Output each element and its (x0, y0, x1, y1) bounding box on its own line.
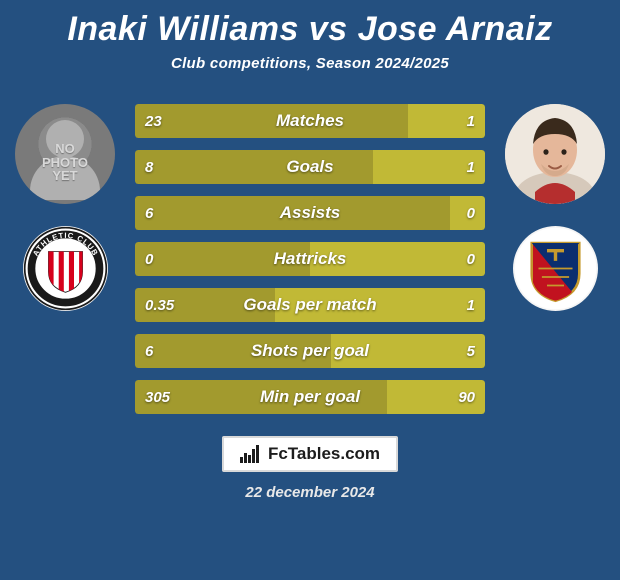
osasuna-crest-icon (513, 226, 598, 311)
stat-row: 30590Min per goal (135, 380, 485, 414)
athletic-club-crest-icon: ATHLETIC CLUB BILBAO (23, 226, 108, 311)
stat-value-right: 1 (467, 150, 475, 184)
stat-value-right: 0 (467, 242, 475, 276)
stat-row: 65Shots per goal (135, 334, 485, 368)
stat-row: 00Hattricks (135, 242, 485, 276)
stat-value-left: 305 (145, 380, 170, 414)
stat-row: 0.351Goals per match (135, 288, 485, 322)
stat-row: 81Goals (135, 150, 485, 184)
stat-row: 60Assists (135, 196, 485, 230)
stat-bar-left (135, 380, 387, 414)
stat-value-right: 1 (467, 288, 475, 322)
page-title: Inaki Williams vs Jose Arnaiz (0, 0, 620, 49)
stat-value-left: 0 (145, 242, 153, 276)
player-portrait-icon (505, 104, 605, 204)
player-right-avatar (505, 104, 605, 204)
page-subtitle: Club competitions, Season 2024/2025 (0, 55, 620, 72)
club-logo-left: ATHLETIC CLUB BILBAO (23, 226, 108, 311)
stat-value-right: 90 (458, 380, 475, 414)
stat-value-left: 0.35 (145, 288, 174, 322)
comparison-content: NO PHOTO YET ATHLETIC CLUB BILBAO (0, 104, 620, 424)
stats-bars: 231Matches81Goals60Assists00Hattricks0.3… (135, 104, 485, 426)
stat-bar-left (135, 334, 331, 368)
stat-value-right: 1 (467, 104, 475, 138)
player-right-column (500, 104, 610, 311)
bars-logo-icon (240, 445, 262, 463)
brand-text: FcTables.com (268, 444, 380, 464)
stat-value-right: 0 (467, 196, 475, 230)
date-text: 22 december 2024 (0, 484, 620, 501)
stat-value-left: 8 (145, 150, 153, 184)
stat-bar-left (135, 196, 450, 230)
stat-value-right: 5 (467, 334, 475, 368)
stat-bar-left (135, 242, 310, 276)
player-left-column: NO PHOTO YET ATHLETIC CLUB BILBAO (10, 104, 120, 311)
club-logo-right (513, 226, 598, 311)
stat-row: 231Matches (135, 104, 485, 138)
footer: FcTables.com 22 december 2024 (0, 436, 620, 501)
stat-value-left: 6 (145, 196, 153, 230)
stat-value-left: 6 (145, 334, 153, 368)
stat-bar-left (135, 104, 408, 138)
no-photo-label: NO PHOTO YET (42, 142, 88, 183)
stat-value-left: 23 (145, 104, 162, 138)
brand-badge: FcTables.com (222, 436, 398, 472)
stat-bar-left (135, 150, 373, 184)
player-left-avatar: NO PHOTO YET (15, 104, 115, 204)
stat-bar-right (310, 242, 485, 276)
stat-bar-right (275, 288, 485, 322)
stat-bar-right (331, 334, 485, 368)
